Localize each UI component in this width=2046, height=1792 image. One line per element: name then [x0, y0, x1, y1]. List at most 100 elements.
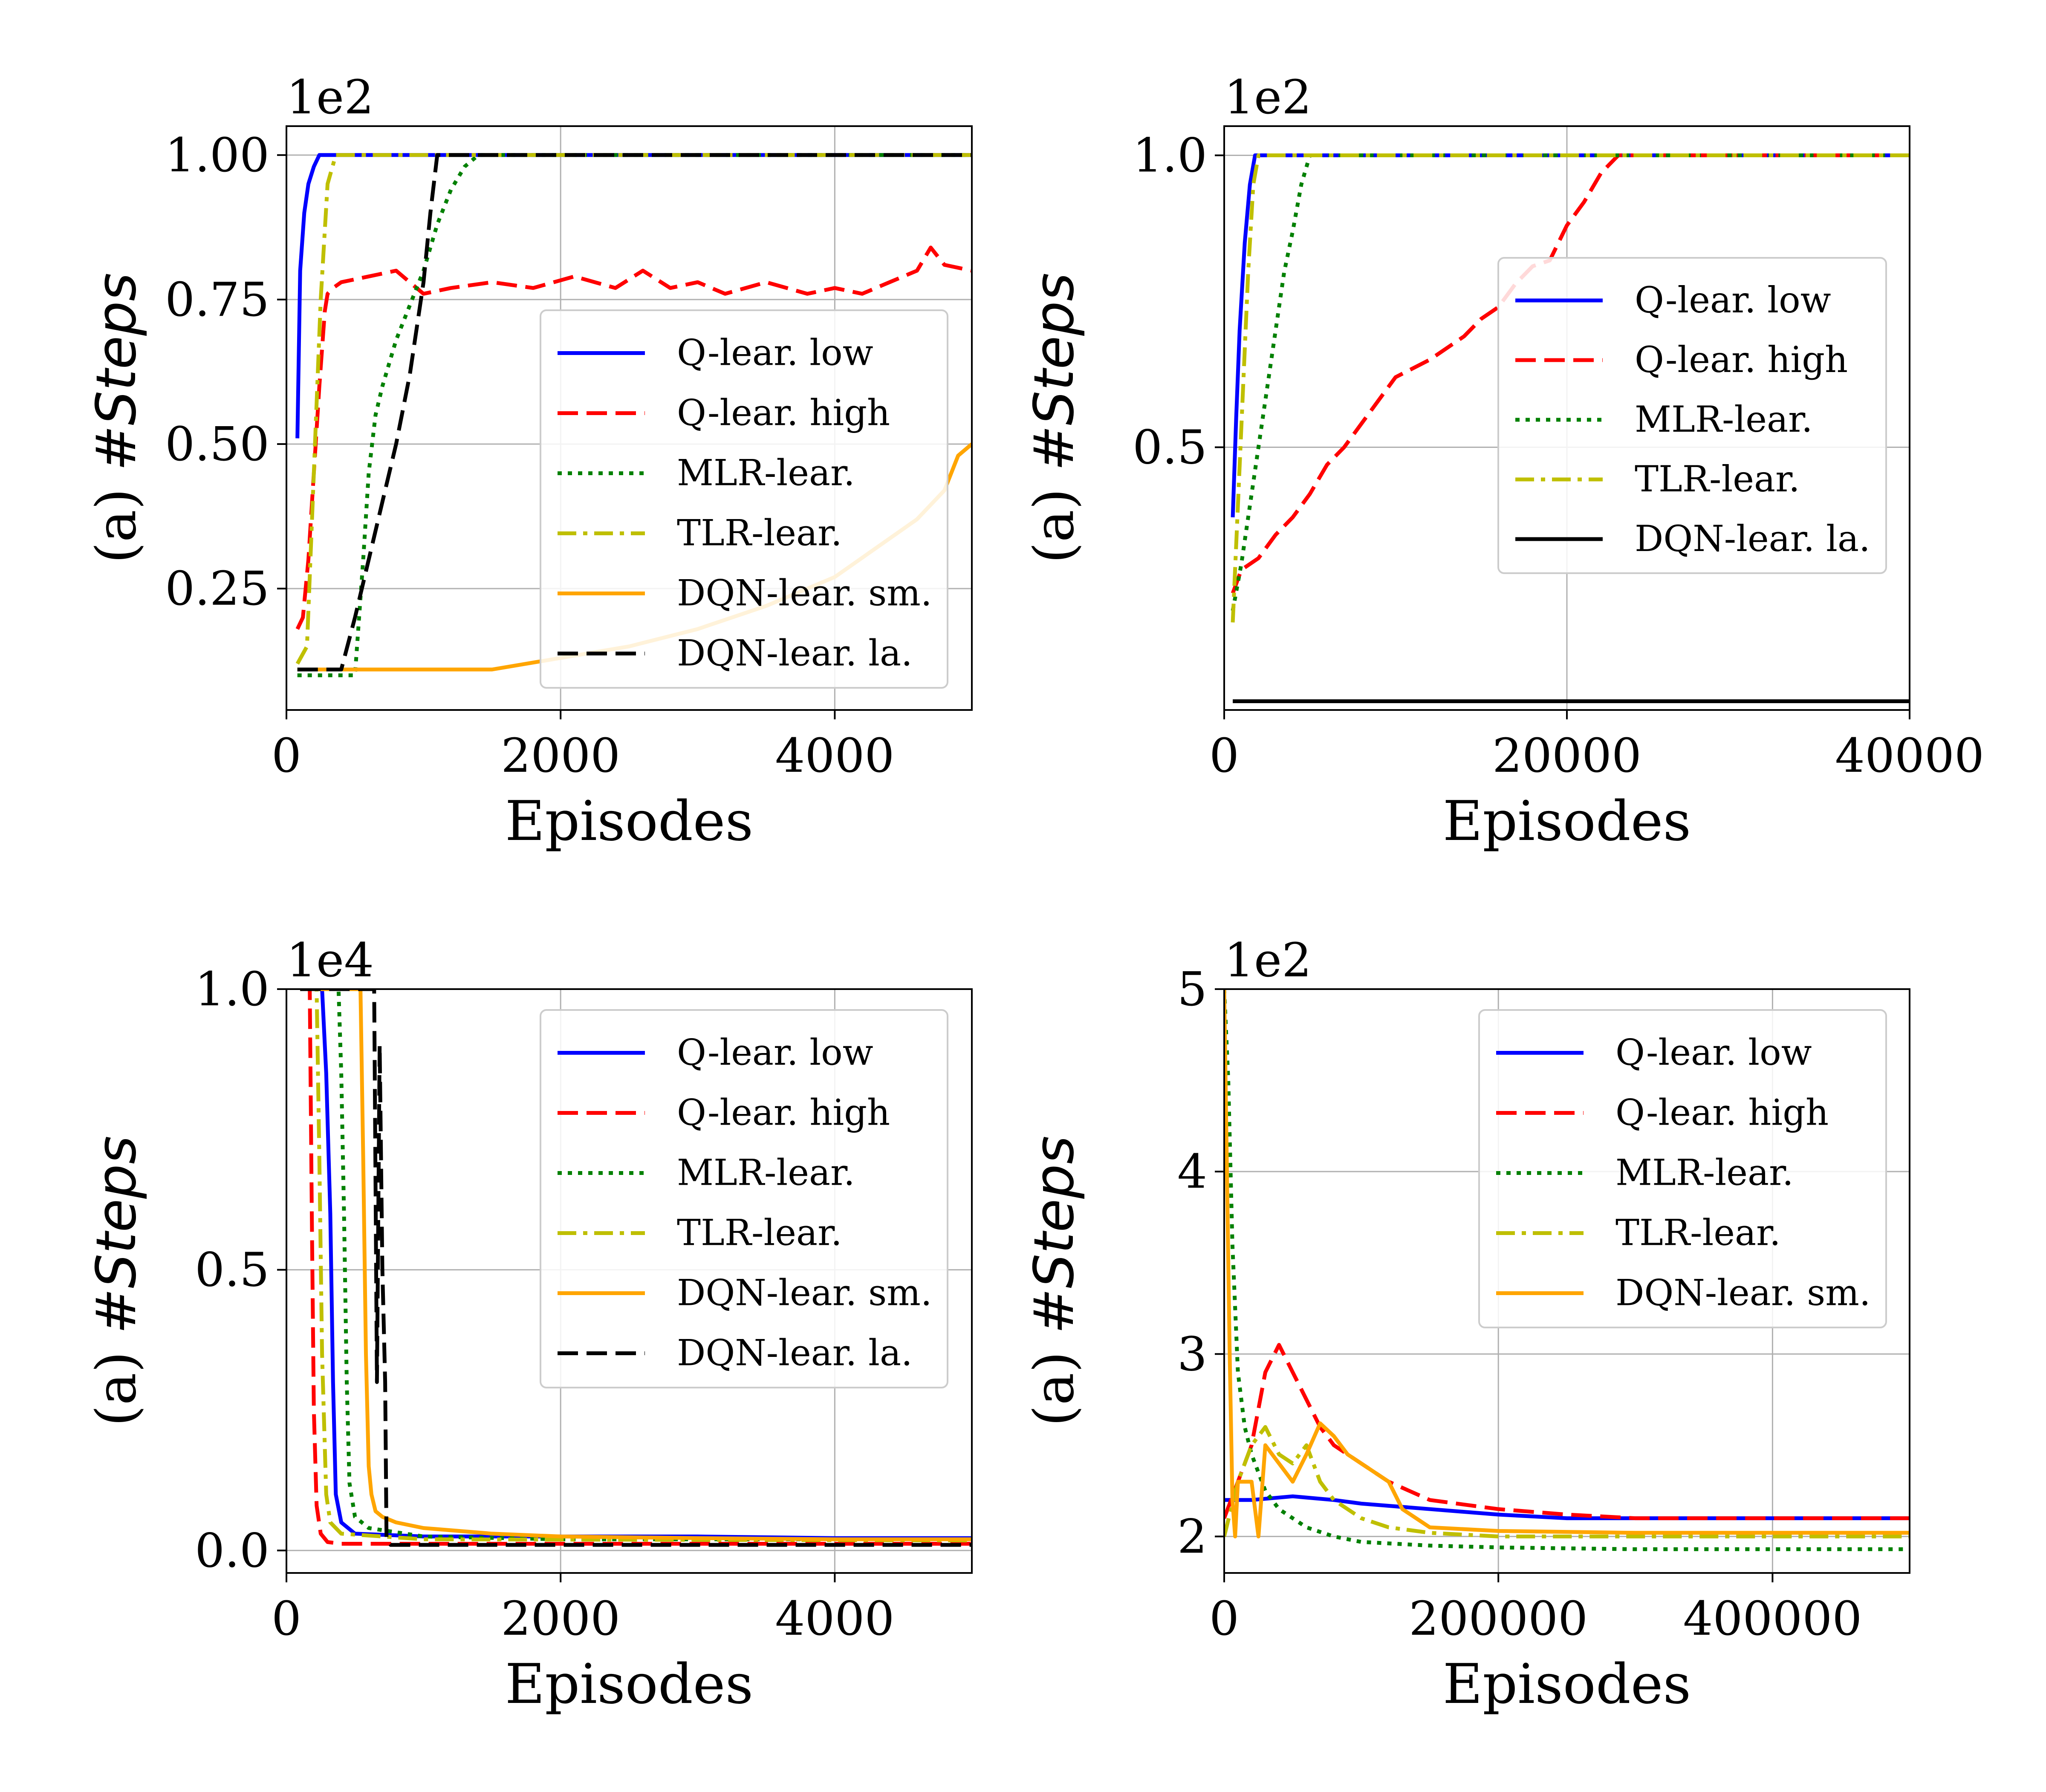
y-axis-title-prefix: (a) — [85, 471, 148, 563]
x-tick-label: 0 — [272, 1591, 301, 1646]
legend-label: TLR-lear. — [1635, 458, 1800, 500]
legend: Q-lear. low Q-lear. high MLR-lear. TLR-lear… — [540, 309, 948, 689]
series-line — [1224, 989, 1910, 1551]
y-tick-label: 4 — [1177, 1144, 1207, 1199]
legend-box — [1478, 1009, 1887, 1328]
legend-label: Q-lear. high — [677, 1092, 890, 1134]
y-axis-title-prefix: (a) — [85, 1334, 148, 1426]
chart-1: 0 2000 4000 0.25 0.50 0.75 1.00 1e2 Episodes (a) … — [85, 70, 973, 853]
y-axis-title-prefix: (a) — [1023, 1334, 1086, 1426]
legend-label: MLR-lear. — [1615, 1152, 1794, 1194]
legend-label: DQN-lear. sm. — [677, 572, 932, 614]
series-group — [1231, 153, 1910, 703]
legend-label: Q-lear. high — [1635, 339, 1848, 381]
plot-frame — [1223, 988, 1910, 1574]
y-tick-label: 0.5 — [195, 1243, 269, 1297]
y-axis-title-var: #Steps — [85, 273, 148, 471]
y-tick-label: 1.0 — [1133, 128, 1207, 183]
y-axis-title-prefix: (a) — [1023, 471, 1086, 563]
legend-label: DQN-lear. sm. — [677, 1272, 932, 1314]
series-line — [1231, 153, 1910, 518]
series-line — [1231, 153, 1910, 594]
y-tick-label: 3 — [1177, 1327, 1207, 1381]
legend-label: MLR-lear. — [677, 452, 855, 494]
series-line — [1224, 1425, 1910, 1538]
chart-3: 0 2000 4000 0.0 0.5 1.0 1e4 Episodes (a) #Steps Q… — [85, 933, 973, 1716]
x-axis-title: Episodes — [505, 1653, 753, 1716]
legend-label: TLR-lear. — [677, 512, 842, 554]
series-line — [300, 989, 972, 1547]
series-line — [295, 153, 972, 665]
x-tick-label: 20000 — [1492, 728, 1641, 783]
series-line — [1224, 1343, 1910, 1521]
y-axis-title: (a) #Steps — [1023, 1136, 1086, 1426]
y-tick-label: 1.00 — [165, 128, 269, 182]
x-axis-title: Episodes — [1443, 1653, 1691, 1716]
legend-label: DQN-lear. la. — [677, 632, 913, 674]
legend-label: TLR-lear. — [1615, 1212, 1781, 1254]
legend-label: Q-lear. low — [1635, 279, 1831, 321]
axis-exponent-label: 1e2 — [286, 70, 374, 124]
y-tick-label: 0.5 — [1133, 420, 1207, 475]
x-axis-title: Episodes — [1443, 790, 1691, 853]
x-tick-label: 4000 — [775, 1591, 894, 1646]
legend-label: Q-lear. low — [1615, 1032, 1812, 1073]
legend-label: DQN-lear. la. — [677, 1332, 913, 1374]
legend-label: MLR-lear. — [677, 1152, 855, 1194]
y-tick-label: 0.0 — [195, 1523, 269, 1578]
series-line — [1231, 153, 1910, 611]
y-axis-title: (a) #Steps — [85, 273, 148, 563]
legend-label: Q-lear. low — [677, 1032, 873, 1073]
legend: Q-lear. low Q-lear. high MLR-lear. TLR-lear… — [1497, 257, 1887, 574]
x-tick-label: 400000 — [1683, 1591, 1862, 1646]
series-line — [300, 989, 972, 1541]
axis-exponent-label: 1e4 — [286, 933, 374, 987]
y-tick-label: 0.75 — [165, 272, 269, 327]
legend-label: DQN-lear. sm. — [1615, 1272, 1871, 1314]
y-axis-title-var: #Steps — [85, 1136, 148, 1334]
axis-exponent-label: 1e2 — [1224, 933, 1312, 987]
y-axis-title: (a) #Steps — [85, 1136, 148, 1426]
x-tick-label: 200000 — [1409, 1591, 1588, 1646]
legend-label: Q-lear. low — [677, 332, 873, 374]
series-group — [300, 989, 972, 1547]
plot-frame — [286, 125, 973, 711]
legend-label: MLR-lear. — [1635, 398, 1813, 440]
series-line — [1224, 989, 1910, 1538]
x-tick-label: 0 — [272, 728, 301, 783]
y-tick-label: 1.0 — [195, 962, 269, 1016]
legend-label: TLR-lear. — [677, 1212, 842, 1254]
plot-frame — [286, 988, 973, 1574]
series-line — [295, 245, 972, 630]
axis-exponent-label: 1e2 — [1224, 70, 1312, 124]
series-line — [297, 153, 972, 672]
y-tick-label: 0.50 — [165, 417, 269, 471]
y-axis-title-var: #Steps — [1023, 273, 1086, 471]
series-line — [300, 989, 972, 1541]
y-tick-label: 0.25 — [165, 561, 269, 616]
legend: Q-lear. low Q-lear. high MLR-lear. TLR-lear… — [1478, 1009, 1887, 1328]
y-tick-label: 2 — [1177, 1509, 1207, 1564]
y-axis-title: (a) #Steps — [1023, 273, 1086, 563]
x-tick-label: 40000 — [1835, 728, 1984, 783]
x-tick-label: 2000 — [501, 728, 620, 783]
series-line — [300, 989, 972, 1546]
y-axis-title-var: #Steps — [1023, 1136, 1086, 1334]
legend: Q-lear. low Q-lear. high MLR-lear. TLR-lear… — [540, 1009, 948, 1388]
y-tick-label: 5 — [1177, 962, 1207, 1016]
legend-label: Q-lear. high — [677, 392, 890, 434]
series-line — [1224, 1494, 1910, 1521]
chart-2: 0 20000 40000 0.5 1.0 1e2 Episodes (a) #Steps Q-… — [1023, 70, 1984, 853]
x-tick-label: 0 — [1209, 1591, 1239, 1646]
x-tick-label: 4000 — [775, 728, 894, 783]
x-tick-label: 0 — [1209, 728, 1239, 783]
series-line — [297, 153, 972, 678]
legend-label: DQN-lear. la. — [1635, 518, 1870, 560]
x-tick-label: 2000 — [501, 1591, 620, 1646]
series-line — [295, 153, 972, 439]
chart-4: 0 200000 400000 2 3 4 5 1e2 Episodes (a) #Steps Q-… — [1023, 933, 1910, 1716]
x-axis-title: Episodes — [505, 790, 753, 853]
legend-label: Q-lear. high — [1615, 1092, 1829, 1134]
series-line — [300, 989, 972, 1543]
